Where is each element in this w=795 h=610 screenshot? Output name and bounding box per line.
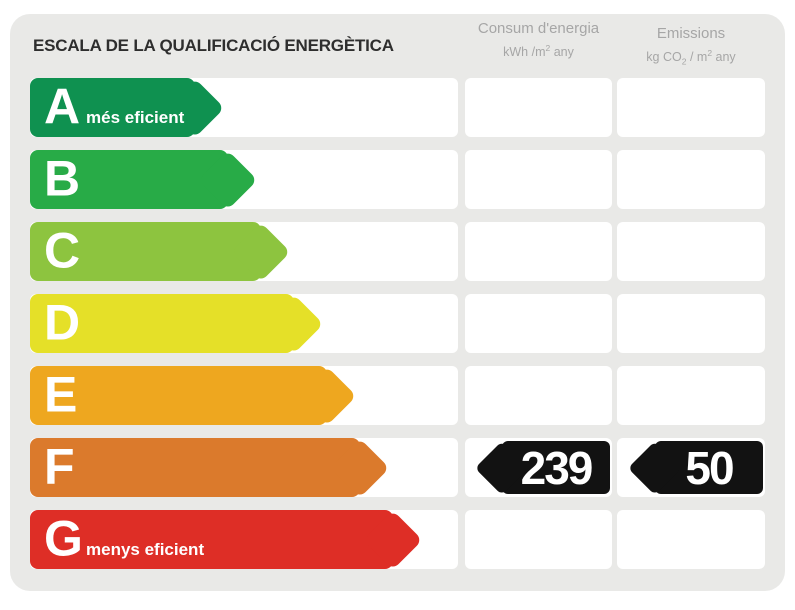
consum-column-header: Consum d'energia kWh /m2 any (465, 20, 612, 59)
consum-cell-a (465, 78, 612, 137)
scale-row-f: F 239 50 (30, 438, 765, 497)
consum-cell-f: 239 (465, 438, 612, 497)
rating-arrow-e: E (30, 366, 327, 425)
rating-letter-a: A (44, 78, 81, 134)
consum-cell-b (465, 150, 612, 209)
emissions-cell-f: 50 (617, 438, 765, 497)
emissions-value: 50 (685, 441, 734, 494)
emissions-column-label: Emissions (656, 25, 726, 42)
consum-value-badge: 239 (502, 441, 610, 494)
rating-arrow-c: C (30, 222, 261, 281)
consum-value: 239 (520, 441, 594, 494)
consum-column-label: Consum d'energia (477, 20, 600, 37)
emissions-value-badge: 50 (655, 441, 763, 494)
unit-superscript: 2 (707, 48, 713, 58)
emissions-cell-c (617, 222, 765, 281)
emissions-cell-g (617, 510, 765, 569)
scale-row-e: E (30, 366, 765, 425)
consum-cell-e (465, 366, 612, 425)
rating-letter-c: C (44, 222, 81, 278)
emissions-column-header: Emissions kg CO2 / m2 any (617, 25, 765, 67)
rating-letter-e: E (44, 366, 78, 422)
unit-part: any (712, 50, 736, 65)
unit-part: kg CO (646, 50, 682, 65)
unit-part: any (550, 45, 574, 60)
least-efficient-label: menys eficient (86, 540, 205, 559)
rating-letter-f: F (44, 438, 75, 494)
consum-cell-d (465, 294, 612, 353)
unit-part: kWh /m (503, 45, 546, 60)
emissions-cell-e (617, 366, 765, 425)
unit-subscript: 2 (681, 56, 687, 67)
scale-row-g: G menys eficient (30, 510, 765, 569)
scale-row-d: D (30, 294, 765, 353)
emissions-cell-a (617, 78, 765, 137)
unit-part: / m (686, 50, 708, 65)
rating-arrow-f: F (30, 438, 360, 497)
rating-arrow-d: D (30, 294, 294, 353)
consum-column-unit: kWh /m2 any (465, 43, 612, 59)
scale-row-a: A més eficient (30, 78, 765, 137)
most-efficient-label: més eficient (86, 108, 185, 127)
scale-row-c: C (30, 222, 765, 281)
unit-superscript: 2 (545, 43, 551, 53)
consum-cell-c (465, 222, 612, 281)
rating-letter-b: B (44, 150, 81, 206)
emissions-cell-d (617, 294, 765, 353)
rating-letter-d: D (44, 294, 81, 350)
page-title: ESCALA DE LA QUALIFICACIÓ ENERGÈTICA (33, 36, 394, 55)
rating-arrow-a: A més eficient (30, 78, 195, 137)
rating-arrow-b: B (30, 150, 228, 209)
scale-row-b: B (30, 150, 765, 209)
consum-cell-g (465, 510, 612, 569)
rating-arrow-g: G menys eficient (30, 510, 393, 569)
emissions-column-unit: kg CO2 / m2 any (617, 48, 765, 67)
emissions-cell-b (617, 150, 765, 209)
rating-letter-g: G (44, 510, 83, 566)
